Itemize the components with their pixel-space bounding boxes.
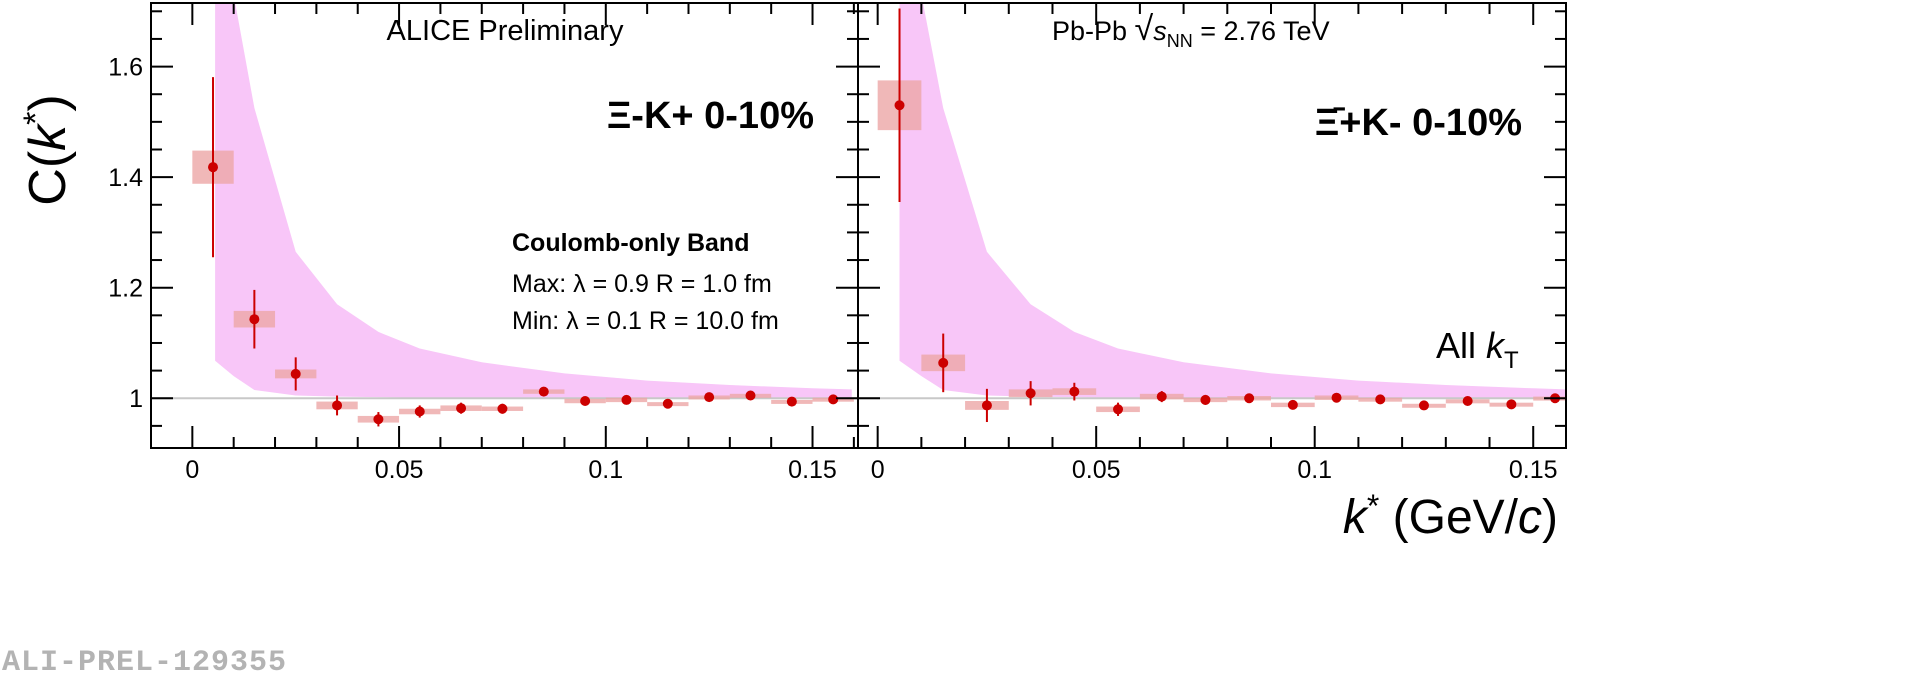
data-point [580,396,591,407]
x-tick-label: 0.1 [1297,456,1332,484]
x-tick-label: 0.05 [1072,456,1121,484]
data-point [704,392,715,403]
y-tick-label: 1.2 [108,275,143,303]
data-point [981,400,992,411]
x-tick-label: 0.1 [588,456,623,484]
collision-system-label: Pb-Pb √sNN = 2.76 TeV [1052,10,1330,51]
data-point [249,314,260,325]
y-tick-label: 1 [129,385,143,413]
axis-ticks-left: 0 0.05 0.1 0.15 1 1.2 1.4 1.6 [108,3,858,484]
y-tick-label: 1.6 [108,54,143,82]
frame-right [857,2,1567,449]
axis-ticks-right: 0 0.05 0.1 0.15 [858,3,1566,484]
chart-header: ALICE Preliminary [387,15,624,47]
data-point [745,390,756,401]
band-min-label: Min: λ = 0.1 R = 10.0 fm [512,307,779,335]
data-point [786,396,797,407]
chart-title-left: Ξ-K+ 0-10% [607,95,814,137]
data-point [1506,399,1517,410]
data-point [662,398,673,409]
left-panel: 0 0.05 0.1 0.15 1 1.2 1.4 1.6 ALICE Preliminary… [17,2,859,484]
data-point [414,406,425,417]
x-tick-label: 0.05 [375,456,424,484]
chart-title-right: Ξ̄+K- 0-10% [1315,102,1522,144]
data-point [1113,404,1124,415]
data-point [332,400,343,411]
x-tick-label: 0 [871,456,885,484]
data-points-left [192,77,854,427]
data-point [828,394,839,405]
data-point [1287,399,1298,410]
band-max-label: Max: λ = 0.9 R = 1.0 fm [512,270,772,298]
data-point [1200,394,1211,405]
data-point [1418,400,1429,411]
data-point [1331,392,1342,403]
data-point [1025,388,1036,399]
data-point [538,386,549,397]
data-point [1156,391,1167,402]
y-axis-label: C(k*) [17,94,77,205]
data-point [373,414,384,425]
preliminary-watermark: ALI-PREL-129355 [2,646,288,680]
band-name-label: Coulomb-only Band [512,229,749,257]
coulomb-band-left [215,3,852,399]
x-tick-label: 0.15 [1509,456,1558,484]
data-point [1375,394,1386,405]
data-point [208,162,219,173]
right-panel: 0 0.05 0.1 0.15 Pb-Pb √sNN = 2.76 TeV Ξ̄+K-… [857,2,1567,544]
data-point [621,394,632,405]
data-point [456,403,467,414]
x-axis-label: k* (GeV/c) [1343,488,1558,544]
kt-label: All kT [1436,325,1519,374]
data-point [938,357,949,368]
data-point [290,368,301,379]
data-point [1462,396,1473,407]
coulomb-band-right [899,3,1566,399]
data-point [1244,393,1255,404]
data-point [894,100,905,111]
y-tick-label: 1.4 [108,164,143,192]
data-point [497,403,508,414]
data-points-right [877,8,1566,423]
data-point [1069,386,1080,397]
x-tick-label: 0 [185,456,199,484]
x-tick-label: 0.15 [788,456,837,484]
